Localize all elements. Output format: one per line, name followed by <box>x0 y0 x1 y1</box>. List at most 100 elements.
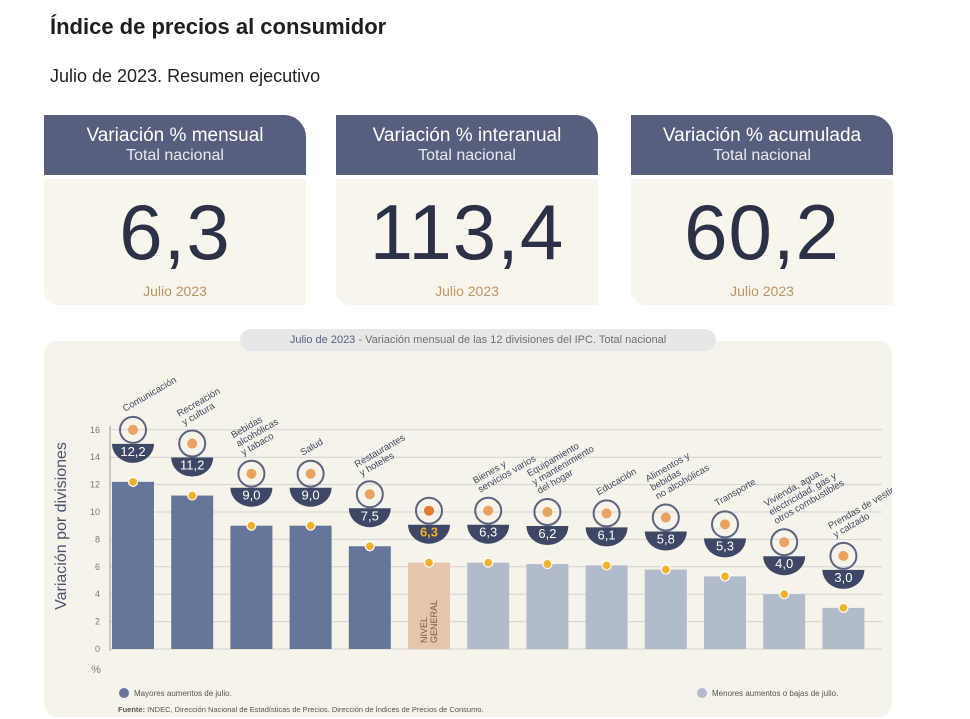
category-label: Salud <box>299 437 326 459</box>
general-level-label: NIVELGENERAL <box>419 600 439 643</box>
bar-value-label: 5,3 <box>716 538 734 553</box>
bar-value-label: 5,8 <box>657 532 675 547</box>
y-unit-label: % <box>91 664 101 676</box>
category-label-line: Transporte <box>713 477 758 509</box>
bar <box>644 569 687 649</box>
value-badge <box>171 457 214 477</box>
division-icon <box>355 480 384 509</box>
bar-top-marker <box>246 520 257 531</box>
bar-top-marker <box>779 589 790 600</box>
legend-label-above: Mayores aumentos de julio. <box>134 689 232 698</box>
value-badge <box>585 527 628 547</box>
division-variation-chart: Variación por divisiones 0 2 4 6 8 10 12 14 16% 12… <box>53 375 892 714</box>
category-label: Vivienda, agua,electricidad, gas yotros … <box>762 460 846 527</box>
value-badge <box>289 487 332 507</box>
legend-marker-above <box>119 688 129 698</box>
bar <box>289 525 332 649</box>
category-label: Comunicación <box>121 375 179 415</box>
card-yearly-variation: Variación % interanual Total nacional 11… <box>336 115 598 305</box>
division-icon <box>651 503 680 532</box>
card-title: Variación % interanual <box>372 125 562 146</box>
card-subtitle: Total nacional <box>126 147 224 164</box>
chart-caption-period: Julio de 2023 <box>289 334 356 346</box>
bar-top-marker <box>364 541 375 552</box>
y-tick-label: 4 <box>95 589 100 599</box>
category-label: Prendas de vestiry calzado <box>826 485 892 540</box>
value-badge <box>822 569 865 589</box>
value-badge <box>526 526 569 546</box>
card-subtitle: Total nacional <box>418 147 516 164</box>
card-monthly-variation: Variación % mensual Total nacional 6,3 J… <box>44 115 306 305</box>
value-badge <box>408 524 450 544</box>
bar-value-label: 6,2 <box>538 526 556 541</box>
bar <box>348 546 391 649</box>
category-label: Restaurantesy hoteles <box>353 432 413 479</box>
card-value: 6,3 <box>119 188 231 276</box>
card-body: 113,4 Julio 2023 <box>336 179 598 305</box>
card-value: 60,2 <box>684 188 840 276</box>
category-label: Recreacióny cultura <box>175 386 227 428</box>
general-level-label-line: NIVEL <box>419 617 429 643</box>
category-label: Alimentos ybebidasno alcohólicas <box>644 445 712 502</box>
value-badge <box>704 538 746 558</box>
card-header: Variación % mensual Total nacional <box>44 115 306 175</box>
category-label-line: Salud <box>299 437 326 459</box>
y-tick-label: 2 <box>95 617 100 627</box>
bar-top-marker <box>305 520 316 531</box>
bar-top-marker <box>483 557 494 568</box>
y-tick-label: 8 <box>95 534 100 544</box>
source-text: INDEC, Dirección Nacional de Estadística… <box>145 705 484 714</box>
category-label: Bebidasalcohólicasy tabaco <box>229 408 285 458</box>
bar-value-label: 7,5 <box>361 508 379 523</box>
division-icon-accent <box>305 468 316 479</box>
bar-value-label: 6,3 <box>420 525 438 540</box>
card-period: Julio 2023 <box>435 283 499 299</box>
value-badge <box>644 531 687 551</box>
division-icon-accent <box>424 505 434 516</box>
bar-top-marker <box>542 558 553 570</box>
bar <box>585 565 628 649</box>
bar-top-marker <box>601 560 612 571</box>
legend-marker-below <box>697 688 707 698</box>
division-icon <box>474 496 503 525</box>
bar-value-label: 12,2 <box>120 444 145 459</box>
bar-value-label: 4,0 <box>775 556 793 571</box>
source-label: Fuente: <box>118 705 145 714</box>
bar-top-marker <box>127 476 139 487</box>
division-icon <box>237 459 266 488</box>
division-icon <box>829 541 858 570</box>
value-badge <box>763 556 806 576</box>
bar <box>171 495 214 649</box>
y-tick-label: 0 <box>95 644 100 654</box>
bar-top-marker <box>423 557 435 568</box>
bar-value-label: 6,1 <box>598 527 616 542</box>
division-icon <box>178 429 207 458</box>
y-tick-label: 6 <box>95 562 100 572</box>
division-icon-accent <box>838 550 849 561</box>
card-value: 113,4 <box>369 188 565 276</box>
source-note: Fuente: INDEC, Dirección Nacional de Est… <box>118 705 484 714</box>
card-subtitle: Total nacional <box>713 147 811 164</box>
bar-value-label: 6,3 <box>479 525 497 540</box>
division-icon-accent <box>660 512 671 523</box>
division-icon <box>711 510 739 539</box>
division-icon-accent <box>601 508 612 519</box>
bar <box>230 525 273 649</box>
bar-value-label: 3,0 <box>834 570 852 585</box>
division-icon-accent <box>187 438 198 449</box>
card-title: Variación % acumulada <box>662 125 862 146</box>
card-title: Variación % mensual <box>86 125 264 146</box>
bar-top-marker <box>719 571 731 582</box>
chart-caption: Julio de 2023 - Variación mensual de las… <box>240 329 716 351</box>
bar-top-marker <box>660 564 671 575</box>
value-badge <box>348 508 391 528</box>
chart-caption-text: - Variación mensual de las 12 divisiones… <box>355 334 667 346</box>
bar <box>763 594 806 649</box>
category-label-line: Comunicación <box>121 375 179 415</box>
bar <box>704 576 746 649</box>
card-body: 6,3 Julio 2023 <box>44 179 306 305</box>
card-period: Julio 2023 <box>143 283 207 299</box>
division-icon <box>533 498 562 527</box>
division-icon <box>592 499 621 528</box>
page-subtitle: Julio de 2023. Resumen ejecutivo <box>50 66 321 86</box>
